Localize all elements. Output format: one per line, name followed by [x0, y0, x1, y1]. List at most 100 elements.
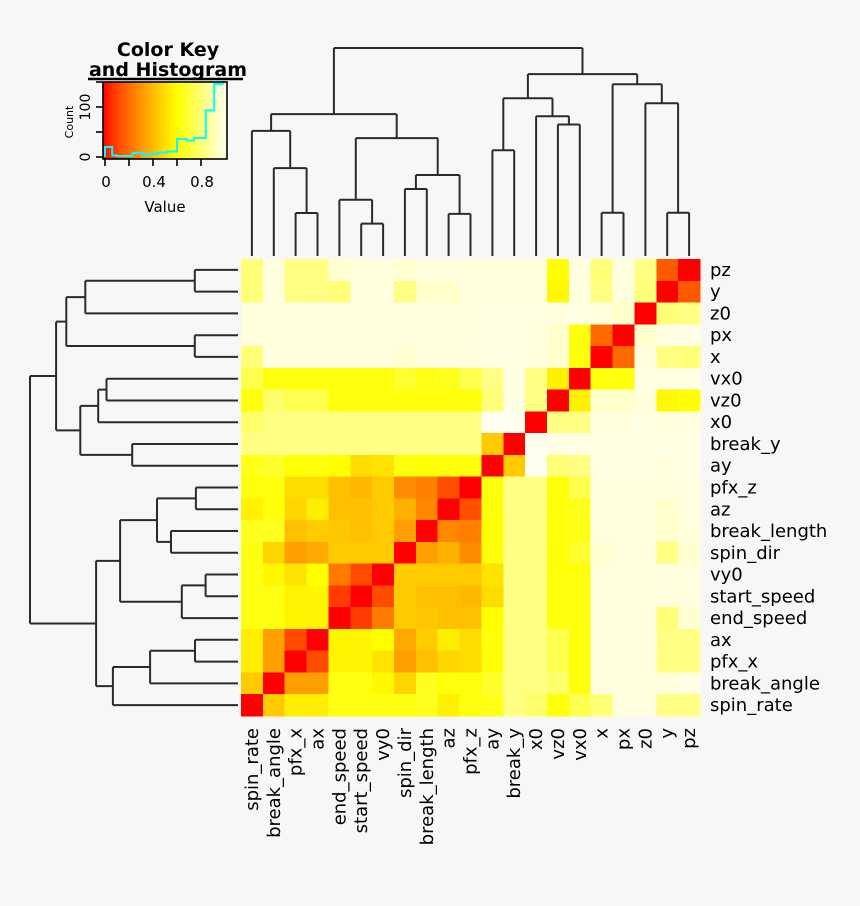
heatmap-cell — [306, 433, 329, 456]
heatmap-cell — [656, 454, 679, 477]
heatmap-cell — [525, 259, 548, 282]
heatmap-cell — [503, 433, 526, 456]
heatmap-cell — [590, 389, 613, 412]
heatmap-cell — [612, 367, 635, 390]
heatmap-cell — [262, 672, 286, 695]
key-xtick-0: 0 — [101, 173, 111, 191]
heatmap-cell — [437, 694, 460, 717]
heatmap-cell — [481, 346, 504, 369]
column-label: break_y — [504, 728, 525, 799]
heatmap-cell — [503, 628, 526, 652]
heatmap-cell — [678, 498, 701, 521]
heatmap-cell — [525, 324, 548, 347]
heatmap-cell — [415, 498, 439, 521]
heatmap-cell — [568, 498, 592, 521]
key-ytick-100: 100 — [78, 94, 94, 121]
heatmap-cell — [328, 259, 351, 282]
heatmap-cell — [678, 563, 701, 586]
heatmap-cell — [590, 454, 613, 477]
heatmap-cell — [612, 389, 635, 412]
heatmap-cell — [612, 650, 635, 673]
row-label: spin_rate — [710, 695, 793, 716]
row-label: z0 — [710, 303, 731, 324]
heatmap-cell — [241, 454, 264, 477]
heatmap-cell — [547, 585, 570, 608]
heatmap-cell — [328, 346, 351, 369]
heatmap-cell — [372, 367, 395, 390]
heatmap-cell — [437, 650, 460, 673]
heatmap-cell — [241, 650, 264, 673]
heatmap-cell — [525, 607, 548, 630]
heatmap-cell — [306, 411, 329, 434]
heatmap-cell — [284, 433, 307, 456]
heatmap-cell — [241, 411, 264, 434]
heatmap-cell — [678, 454, 701, 477]
heatmap-cell — [415, 259, 439, 282]
heatmap-cell — [459, 650, 482, 673]
heatmap-cell — [612, 498, 635, 521]
heatmap-cell — [459, 563, 482, 586]
heatmap-cell — [350, 411, 373, 434]
heatmap-cell — [437, 541, 460, 564]
heatmap-cell — [415, 585, 439, 608]
heatmap-cell — [459, 367, 482, 390]
heatmap-cell — [284, 476, 307, 499]
heatmap-cell — [328, 563, 351, 586]
heatmap-cell — [328, 650, 351, 673]
heatmap-cell — [415, 650, 439, 673]
heatmap-cell — [328, 585, 351, 608]
heatmap-cell — [634, 650, 657, 673]
heatmap-cell — [350, 389, 373, 412]
heatmap-cell — [306, 367, 329, 390]
heatmap-cell — [525, 694, 548, 717]
heatmap-cell — [241, 302, 264, 325]
color-key-title-line1: Color Key — [117, 39, 220, 61]
heatmap-cell — [656, 672, 679, 695]
heatmap-cell — [372, 433, 395, 456]
heatmap-cell — [547, 324, 570, 347]
heatmap-cell — [394, 585, 417, 608]
heatmap-cell — [678, 389, 701, 412]
heatmap-cell — [437, 585, 460, 608]
heatmap-cell — [350, 585, 373, 608]
heatmap-cell — [306, 672, 329, 695]
value-axis-label: Value — [144, 198, 185, 216]
heatmap-cell — [415, 454, 439, 477]
heatmap-cell — [547, 280, 570, 303]
heatmap-cell — [547, 476, 570, 499]
heatmap-cell — [372, 694, 395, 717]
heatmap-cell — [415, 520, 439, 543]
row-label: break_angle — [710, 673, 820, 694]
heatmap-cell — [241, 694, 264, 717]
heatmap-cell — [350, 346, 373, 369]
heatmap-cell — [328, 324, 351, 347]
heatmap-cell — [503, 585, 526, 608]
heatmap-cell — [328, 520, 351, 543]
heatmap-cell — [459, 476, 482, 499]
heatmap-cell — [241, 367, 264, 390]
heatmap-cell — [525, 476, 548, 499]
heatmap-cell — [634, 454, 657, 477]
row-label: ay — [710, 456, 732, 477]
heatmap-cell — [481, 411, 504, 434]
heatmap-cell — [372, 585, 395, 608]
heatmap-cell — [394, 650, 417, 673]
heatmap-cell — [350, 454, 373, 477]
heatmap-cell — [437, 389, 460, 412]
heatmap-cell — [568, 628, 592, 652]
row-label: vy0 — [710, 565, 743, 586]
key-ytick-0: 0 — [78, 153, 94, 162]
heatmap-cell — [503, 607, 526, 630]
heatmap-cell — [437, 280, 460, 303]
heatmap-cell — [437, 367, 460, 390]
heatmap-cell — [328, 454, 351, 477]
heatmap-cell — [241, 607, 264, 630]
column-label: z0 — [635, 728, 656, 749]
heatmap-cell — [394, 324, 417, 347]
heatmap-cell — [328, 628, 351, 652]
heatmap-cell — [328, 607, 351, 630]
heatmap-cell — [568, 324, 592, 347]
heatmap-cell — [568, 259, 592, 282]
heatmap-cell — [656, 367, 679, 390]
heatmap-cell — [394, 607, 417, 630]
